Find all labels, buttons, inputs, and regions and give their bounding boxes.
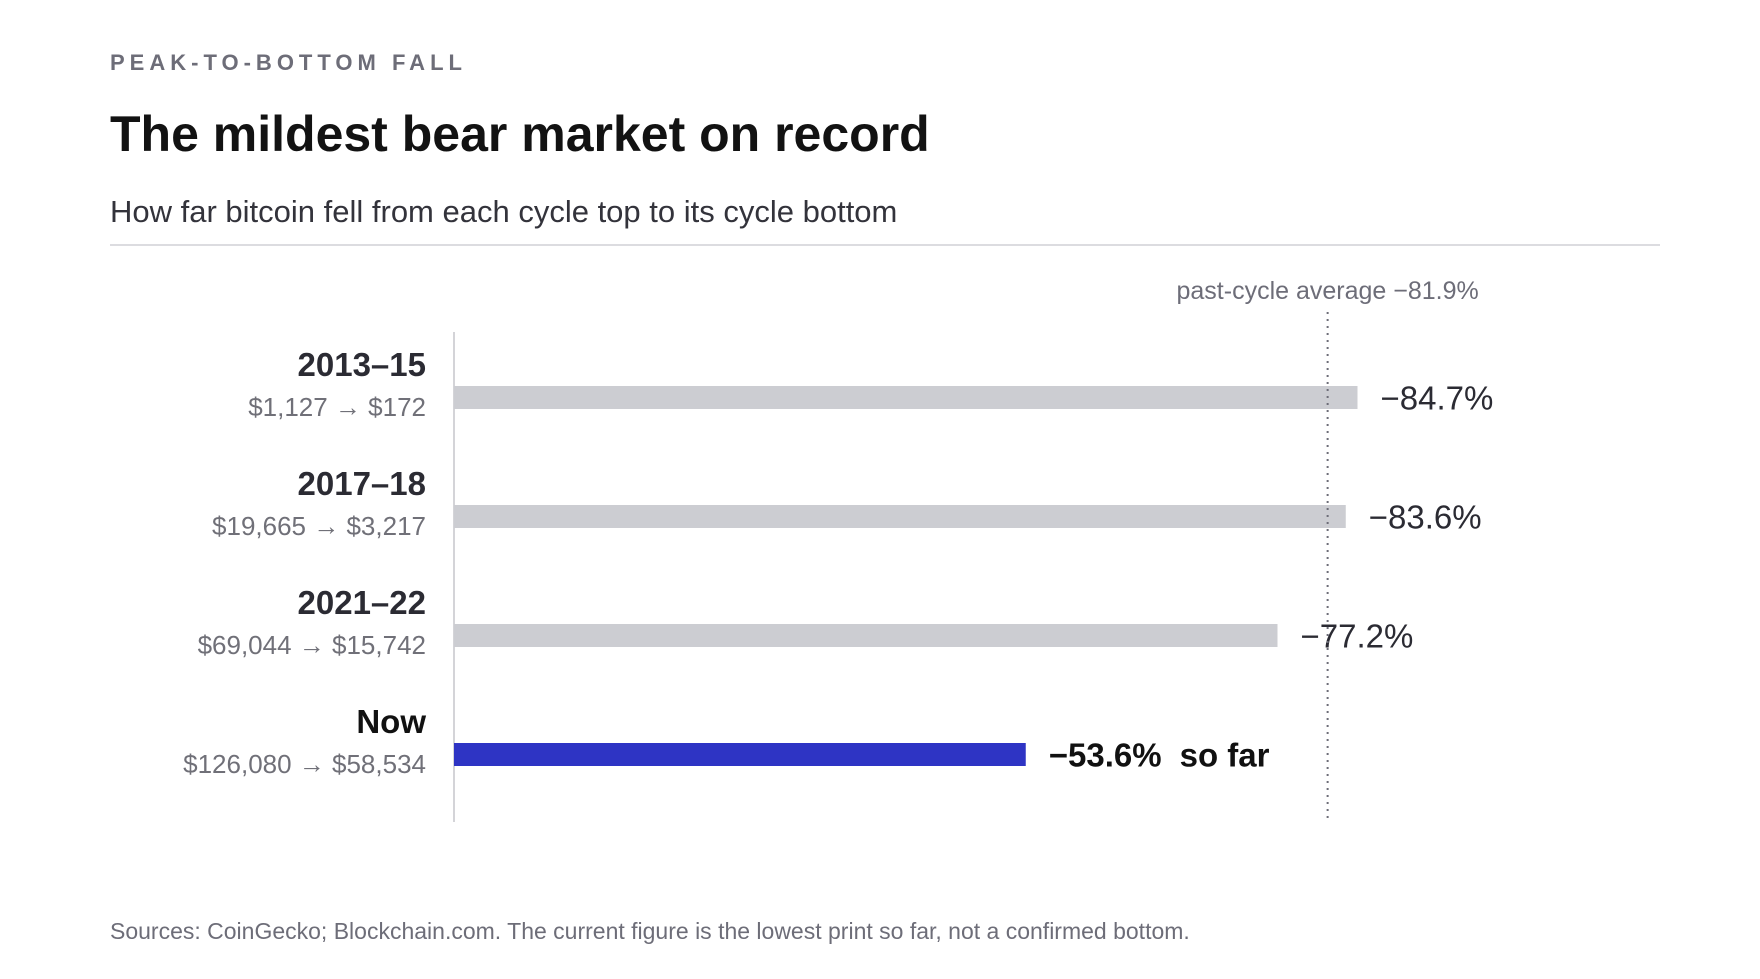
value-label: −84.7% bbox=[1380, 380, 1493, 417]
chart-title: The mildest bear market on record bbox=[110, 106, 930, 162]
average-reference-label: past-cycle average −81.9% bbox=[1176, 277, 1478, 305]
value-suffix: so far bbox=[1180, 737, 1270, 774]
category-label: 2017–18 bbox=[298, 465, 426, 502]
chart-subtitle: How far bitcoin fell from each cycle top… bbox=[110, 194, 898, 229]
category-label: 2021–22 bbox=[298, 584, 426, 621]
price-sublabel: $19,665 → $3,217 bbox=[212, 511, 426, 541]
price-sublabel: $69,044 → $15,742 bbox=[198, 630, 426, 660]
source-note: Sources: CoinGecko; Blockchain.com. The … bbox=[110, 918, 1190, 944]
chart-eyebrow: PEAK-TO-BOTTOM FALL bbox=[110, 50, 467, 75]
value-label: −77.2% bbox=[1300, 618, 1413, 655]
category-label: Now bbox=[356, 703, 426, 740]
bar bbox=[454, 386, 1358, 409]
price-sublabel: $126,080 → $58,534 bbox=[183, 749, 426, 779]
price-sublabel: $1,127 → $172 bbox=[248, 392, 426, 422]
value-label: −83.6% bbox=[1369, 499, 1482, 536]
value-label: −53.6% bbox=[1049, 737, 1162, 774]
bar bbox=[454, 624, 1278, 647]
bar bbox=[454, 505, 1346, 528]
category-label: 2013–15 bbox=[298, 346, 426, 383]
highlight-bar bbox=[454, 743, 1026, 766]
header-divider bbox=[110, 244, 1660, 246]
